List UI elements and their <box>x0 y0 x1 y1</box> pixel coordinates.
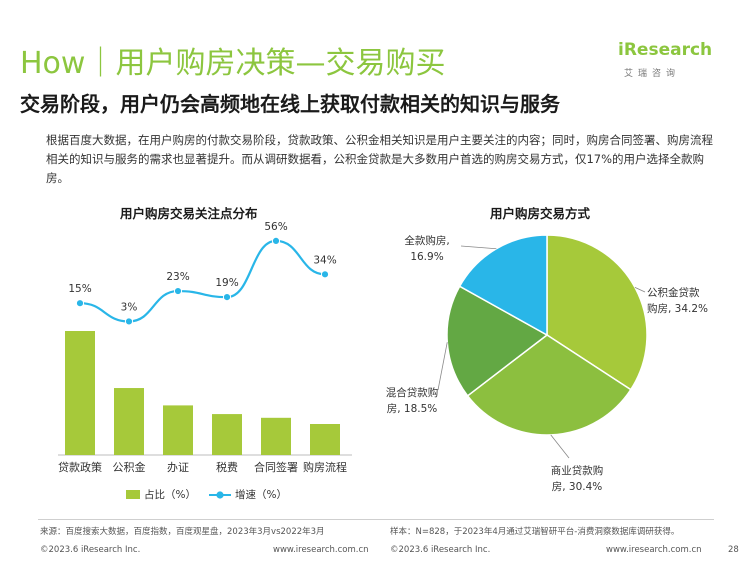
pie-chart-title: 用户购房交易方式 <box>490 206 591 221</box>
pie-label-2-line2: 房, 30.4% <box>552 480 603 493</box>
pie-leader-1 <box>634 287 646 293</box>
growth-point-6 <box>320 270 330 279</box>
pie-label-3-line2: 房, 18.5% <box>387 402 438 415</box>
pie-slice-2 <box>466 334 632 436</box>
bar-5 <box>261 417 291 455</box>
page-number: 28 <box>728 545 739 555</box>
pie-slice-4 <box>458 234 548 337</box>
footer-url-left: www.iresearch.com.cn <box>273 545 369 555</box>
footer-url-right: www.iresearch.com.cn <box>606 545 702 555</box>
growth-point-2 <box>124 317 134 326</box>
pie-leader-3 <box>437 342 448 391</box>
footer-source-left: 来源：百度搜索大数据，百度指数，百度观星盘，2023年3月vs2022年3月 <box>40 527 325 537</box>
page-title: How｜用户购房决策—交易购买 <box>20 46 446 81</box>
pie-leader-4 <box>460 245 497 250</box>
bar-line-chart: 贷款政策 公积金 办证 税费 合同签署 购房流程 15% 3% 23% 19% 56% 34% 占比（%… <box>58 221 352 501</box>
x-tick-label: 合同签署 <box>254 460 298 474</box>
iresearch-logo: iResearch 艾瑞咨询 <box>618 40 714 80</box>
x-tick-label: 公积金 <box>113 460 146 474</box>
pie-slice-3 <box>446 285 549 397</box>
growth-label-5: 56% <box>264 221 287 233</box>
growth-point-1 <box>75 299 85 308</box>
footer-copyright-right: ©2023.6 iResearch Inc. <box>390 545 491 555</box>
x-tick-label: 办证 <box>167 461 189 474</box>
growth-label-6: 34% <box>313 254 336 266</box>
pie-label-3-line1: 混合贷款购 <box>386 386 439 399</box>
growth-label-3: 23% <box>166 271 189 283</box>
page-description: 根据百度大数据，在用户购房的付款交易阶段，贷款政策、公积金相关知识是用户主要关注… <box>46 133 713 185</box>
legend-bar-swatch <box>126 490 140 499</box>
x-tick-label: 购房流程 <box>303 460 347 474</box>
x-tick-label: 贷款政策 <box>58 460 102 474</box>
footer-divider <box>38 519 714 520</box>
pie-label-4-line1: 全款购房, <box>404 234 449 247</box>
bar-3 <box>163 405 193 455</box>
footer-copyright-left: ©2023.6 iResearch Inc. <box>40 545 141 555</box>
growth-label-1: 15% <box>68 283 91 295</box>
bar-6 <box>310 424 340 455</box>
logo-sub: 艾瑞咨询 <box>624 69 681 79</box>
logo-word: iResearch <box>618 40 713 60</box>
growth-point-4 <box>222 293 232 302</box>
growth-point-5 <box>271 236 281 245</box>
bar-chart-title: 用户购房交易关注点分布 <box>120 206 258 221</box>
growth-label-2: 3% <box>121 301 138 313</box>
bar-4 <box>212 414 242 455</box>
bar-2 <box>114 388 144 455</box>
footer-source-right: 样本：N=828，于2023年4月通过艾瑞智研平台-消费洞察数据库调研获得。 <box>390 527 680 537</box>
bar-1 <box>65 331 95 455</box>
pie-leader-2 <box>550 434 570 459</box>
pie-label-1-line1: 公积金贷款 <box>647 286 700 299</box>
page-subtitle: 交易阶段，用户仍会高频地在线上获取付款相关的知识与服务 <box>20 92 560 116</box>
pie-label-1-line2: 购房, 34.2% <box>647 302 708 315</box>
growth-point-3 <box>173 286 183 296</box>
x-tick-label: 税费 <box>216 460 238 474</box>
growth-line <box>79 239 326 323</box>
growth-label-4: 19% <box>215 277 238 289</box>
legend-bar-label: 占比（%） <box>144 488 196 501</box>
legend-line-marker <box>216 491 224 499</box>
pie-label-4-line2: 16.9% <box>410 251 443 263</box>
legend-line-label: 增速（%） <box>235 488 287 501</box>
pie-label-2-line1: 商业贷款购 <box>551 464 604 477</box>
